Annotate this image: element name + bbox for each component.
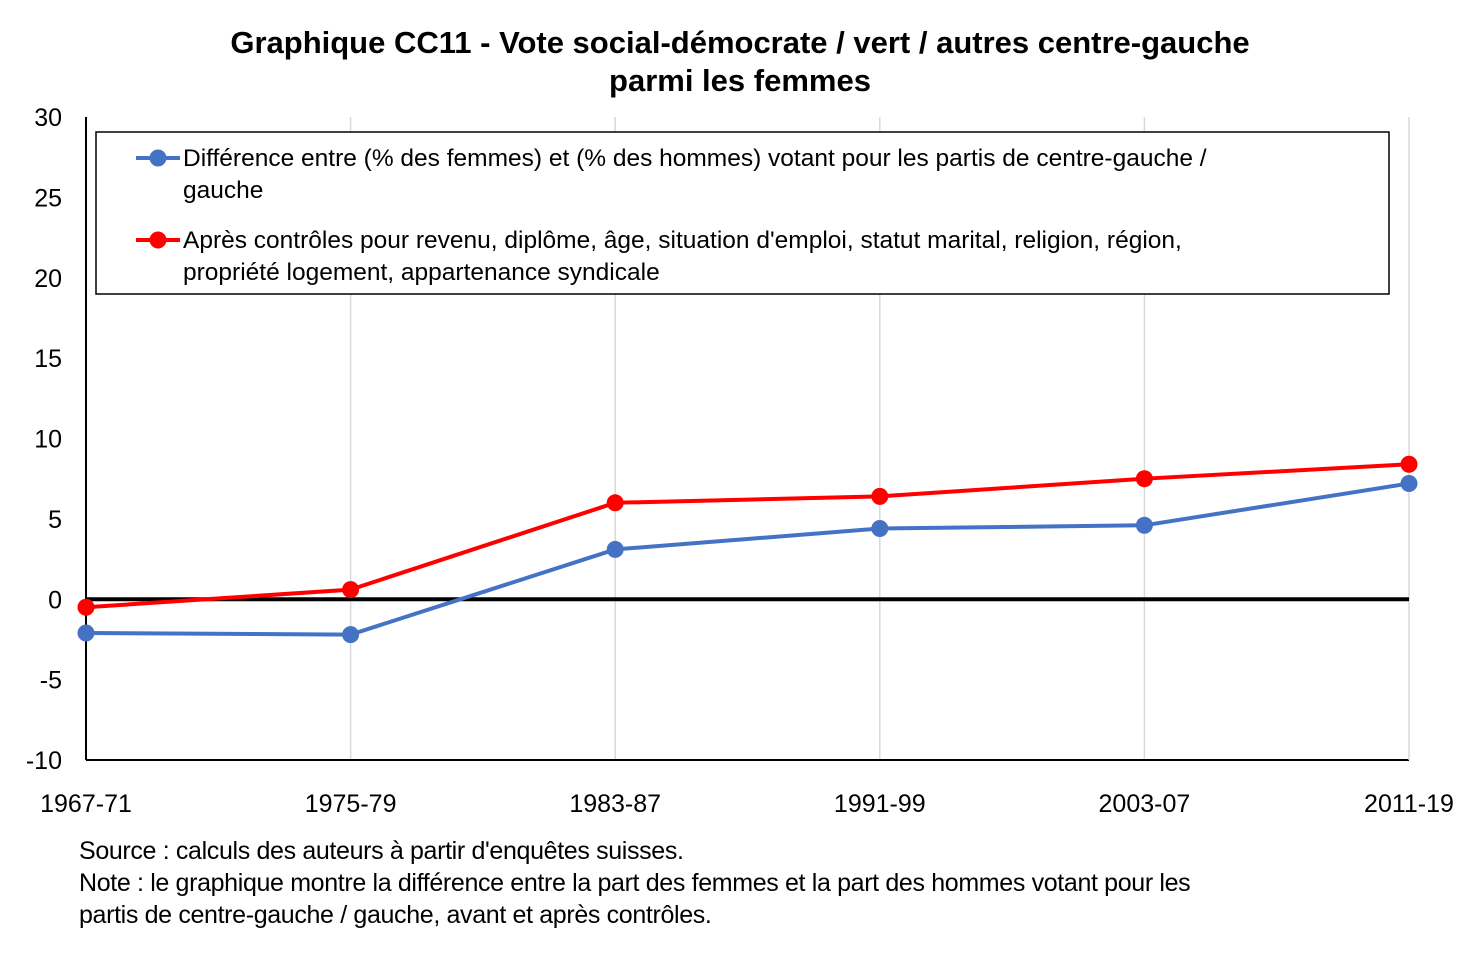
source-note: Source : calculs des auteurs à partir d'… [79, 837, 684, 865]
series-line-1 [85, 481, 1410, 637]
chart-title: Graphique CC11 - Vote social-démocrate /… [0, 24, 1480, 100]
chart-title-line-1: Graphique CC11 - Vote social-démocrate /… [230, 25, 1250, 60]
chart-title-line-2: parmi les femmes [609, 63, 871, 98]
legend-label-2: propriété logement, appartenance syndica… [183, 259, 660, 286]
y-tick-label: 20 [34, 265, 62, 293]
chart-notes: Source : calculs des auteurs à partir d'… [79, 835, 1459, 931]
x-tick-label: 1983-87 [569, 790, 661, 818]
legend-marker-2 [149, 231, 167, 249]
x-tick-label: 1967-71 [40, 790, 132, 818]
y-tick-label: 25 [34, 184, 62, 212]
series-2-point [1135, 470, 1153, 488]
series-2-point [1400, 455, 1418, 473]
series-1-point [77, 624, 95, 642]
y-tick-label: 10 [34, 426, 62, 454]
series-1-point [1135, 516, 1153, 534]
y-tick-label: 0 [48, 586, 62, 614]
note-line-2: partis de centre-gauche / gauche, avant … [79, 901, 712, 929]
series-lines [77, 455, 1418, 644]
series-1-point [871, 520, 889, 538]
x-tick-label: 2011-19 [1364, 790, 1454, 818]
legend-label-2: Après contrôles pour revenu, diplôme, âg… [183, 227, 1182, 254]
note-line-1: Note : le graphique montre la différence… [79, 869, 1191, 897]
legend-marker-1 [149, 149, 167, 167]
legend-label-1: Différence entre (% des femmes) et (% de… [183, 145, 1207, 172]
series-2-point [871, 487, 889, 505]
y-tick-label: -10 [26, 747, 62, 775]
axes: -10 -5 0 5 10 15 20 25 30 1967-71 1975-79 1983-87 19… [26, 104, 1454, 818]
y-tick-label: -5 [40, 667, 62, 695]
x-tick-label: 2003-07 [1099, 790, 1191, 818]
series-2-point [606, 494, 624, 512]
y-tick-label: 5 [48, 506, 62, 534]
legend-label-1: gauche [183, 177, 263, 204]
legend-box [95, 131, 1390, 295]
x-tick-label: 1991-99 [834, 790, 926, 818]
series-2-point [342, 581, 360, 599]
y-tick-label: 15 [34, 345, 62, 373]
series-1-point [1400, 475, 1418, 493]
series-2-point [77, 598, 95, 616]
legend: Différence entre (% des femmes) et (% de… [95, 131, 1390, 295]
series-line-2 [85, 462, 1410, 610]
series-1-point [342, 626, 360, 644]
series-1-point [606, 540, 624, 558]
y-tick-label: 30 [34, 104, 62, 132]
x-tick-label: 1975-79 [305, 790, 397, 818]
